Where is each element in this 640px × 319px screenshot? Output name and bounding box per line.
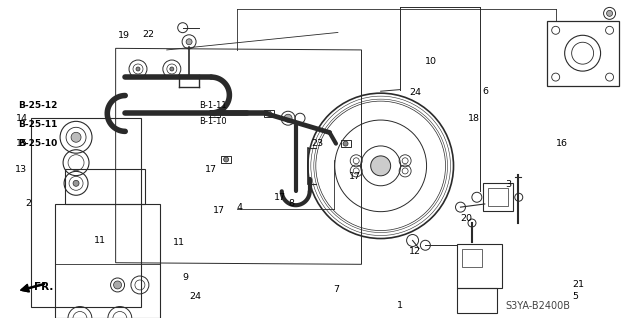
Text: 1: 1 — [397, 301, 403, 310]
Bar — [340, 140, 351, 147]
Bar — [547, 21, 618, 86]
Bar — [458, 244, 502, 288]
Text: B-25-12: B-25-12 — [19, 101, 58, 110]
Text: 17: 17 — [274, 193, 286, 202]
Text: 11: 11 — [173, 238, 185, 247]
Bar — [483, 183, 513, 211]
Text: 3: 3 — [505, 181, 511, 189]
Circle shape — [136, 67, 140, 71]
Bar — [458, 288, 497, 313]
Circle shape — [284, 114, 292, 122]
Text: 6: 6 — [483, 87, 489, 96]
Text: 21: 21 — [572, 280, 584, 289]
Circle shape — [371, 156, 390, 176]
Circle shape — [212, 111, 217, 116]
Text: 24: 24 — [189, 292, 201, 300]
Text: 16: 16 — [556, 139, 568, 148]
Circle shape — [170, 67, 174, 71]
Text: 12: 12 — [410, 247, 421, 256]
Bar — [264, 110, 274, 117]
Text: B-1-10: B-1-10 — [198, 117, 227, 126]
Circle shape — [73, 180, 79, 186]
Text: 4: 4 — [237, 203, 243, 211]
Circle shape — [71, 132, 81, 142]
Bar — [210, 110, 220, 117]
Circle shape — [113, 281, 122, 289]
Text: 2: 2 — [25, 199, 31, 208]
Text: 15: 15 — [15, 139, 28, 148]
Text: 23: 23 — [312, 139, 324, 148]
Circle shape — [186, 39, 192, 45]
Bar — [221, 156, 231, 163]
Text: B-25-11: B-25-11 — [19, 120, 58, 129]
Text: 14: 14 — [15, 114, 28, 123]
Text: FR.: FR. — [34, 282, 53, 292]
Bar — [488, 188, 508, 206]
Circle shape — [223, 157, 228, 162]
Text: B-1-11: B-1-11 — [198, 101, 227, 110]
Text: 20: 20 — [461, 214, 472, 223]
Bar — [55, 204, 160, 318]
Circle shape — [607, 11, 612, 16]
Text: S3YA-B2400B: S3YA-B2400B — [505, 300, 570, 311]
Text: 24: 24 — [409, 88, 421, 97]
Text: 10: 10 — [426, 56, 437, 65]
Text: 22: 22 — [143, 30, 154, 39]
Text: 18: 18 — [468, 114, 480, 123]
Text: 19: 19 — [118, 31, 129, 40]
Bar — [65, 169, 145, 204]
Text: 17: 17 — [205, 165, 216, 174]
Text: 9: 9 — [182, 272, 189, 281]
Text: 11: 11 — [94, 236, 106, 245]
Text: 13: 13 — [15, 165, 28, 174]
Text: 5: 5 — [572, 292, 579, 300]
Text: 8: 8 — [288, 199, 294, 208]
Circle shape — [343, 141, 348, 146]
Text: 7: 7 — [333, 285, 339, 294]
Text: B-25-10: B-25-10 — [19, 139, 58, 148]
Bar — [31, 118, 141, 308]
Text: 17: 17 — [212, 206, 225, 215]
Circle shape — [266, 111, 271, 116]
Bar — [462, 249, 483, 267]
Text: 17: 17 — [349, 173, 361, 182]
